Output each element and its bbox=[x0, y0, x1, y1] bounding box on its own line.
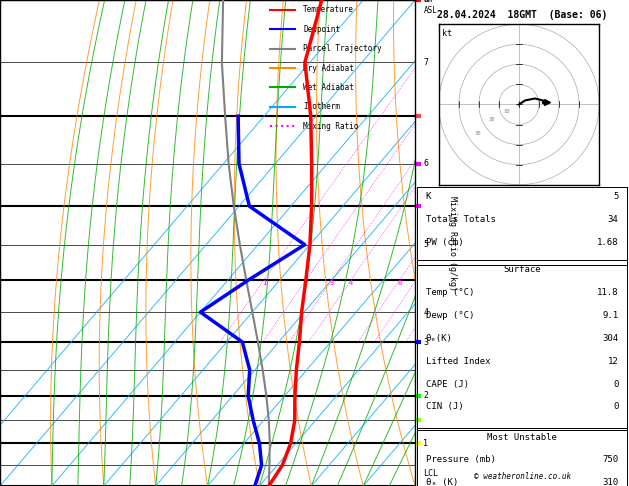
Text: Lifted Index: Lifted Index bbox=[426, 357, 491, 366]
Text: LCL: LCL bbox=[423, 469, 438, 478]
Text: 28.04.2024  18GMT  (Base: 06): 28.04.2024 18GMT (Base: 06) bbox=[437, 10, 607, 20]
Text: © weatheronline.co.uk: © weatheronline.co.uk bbox=[474, 472, 571, 481]
Text: K: K bbox=[426, 192, 431, 201]
Text: 9.1: 9.1 bbox=[602, 311, 618, 320]
Text: 2: 2 bbox=[423, 391, 428, 400]
Text: 1.68: 1.68 bbox=[597, 238, 618, 247]
Text: θₑ (K): θₑ (K) bbox=[426, 478, 458, 486]
Text: PW (cm): PW (cm) bbox=[426, 238, 464, 247]
Text: Dewpoint: Dewpoint bbox=[303, 25, 340, 34]
Text: 1: 1 bbox=[423, 439, 428, 448]
Text: θₑ(K): θₑ(K) bbox=[426, 334, 453, 343]
Text: Dry Adiabat: Dry Adiabat bbox=[303, 64, 354, 72]
Text: 34: 34 bbox=[608, 215, 618, 224]
Text: Isotherm: Isotherm bbox=[303, 103, 340, 111]
Text: 4: 4 bbox=[349, 280, 353, 286]
Text: Most Unstable: Most Unstable bbox=[487, 433, 557, 442]
Text: Mixing Ratio (g/kg): Mixing Ratio (g/kg) bbox=[448, 195, 457, 291]
Text: 304: 304 bbox=[602, 334, 618, 343]
Text: 0: 0 bbox=[613, 402, 618, 412]
Text: km
ASL: km ASL bbox=[423, 0, 437, 15]
Text: 10: 10 bbox=[503, 108, 509, 114]
Text: 310: 310 bbox=[602, 478, 618, 486]
Text: Mixing Ratio: Mixing Ratio bbox=[303, 122, 359, 131]
Text: Dewp (°C): Dewp (°C) bbox=[426, 311, 474, 320]
Text: 3: 3 bbox=[423, 337, 428, 347]
Text: 6: 6 bbox=[423, 159, 428, 168]
Text: Totals Totals: Totals Totals bbox=[426, 215, 496, 224]
Text: 8: 8 bbox=[398, 280, 402, 286]
Text: 7: 7 bbox=[423, 58, 428, 67]
Text: 20: 20 bbox=[489, 117, 496, 122]
Text: Pressure (mb): Pressure (mb) bbox=[426, 455, 496, 465]
Text: Parcel Trajectory: Parcel Trajectory bbox=[303, 44, 382, 53]
Text: 12: 12 bbox=[608, 357, 618, 366]
Text: 5: 5 bbox=[613, 192, 618, 201]
Text: 11.8: 11.8 bbox=[597, 288, 618, 297]
Text: 750: 750 bbox=[602, 455, 618, 465]
Text: 2: 2 bbox=[304, 280, 308, 286]
Text: 3: 3 bbox=[330, 280, 334, 286]
Text: CAPE (J): CAPE (J) bbox=[426, 380, 469, 389]
Text: Temperature: Temperature bbox=[303, 5, 354, 14]
Text: 0: 0 bbox=[613, 380, 618, 389]
Text: CIN (J): CIN (J) bbox=[426, 402, 464, 412]
Text: Wet Adiabat: Wet Adiabat bbox=[303, 83, 354, 92]
Text: kt: kt bbox=[442, 29, 452, 38]
Text: 1: 1 bbox=[262, 280, 266, 286]
Text: 5: 5 bbox=[423, 240, 428, 249]
Text: Surface: Surface bbox=[503, 265, 541, 275]
Text: 4: 4 bbox=[423, 308, 428, 316]
Text: Temp (°C): Temp (°C) bbox=[426, 288, 474, 297]
Text: 8: 8 bbox=[423, 0, 428, 4]
Text: 30: 30 bbox=[475, 131, 481, 136]
